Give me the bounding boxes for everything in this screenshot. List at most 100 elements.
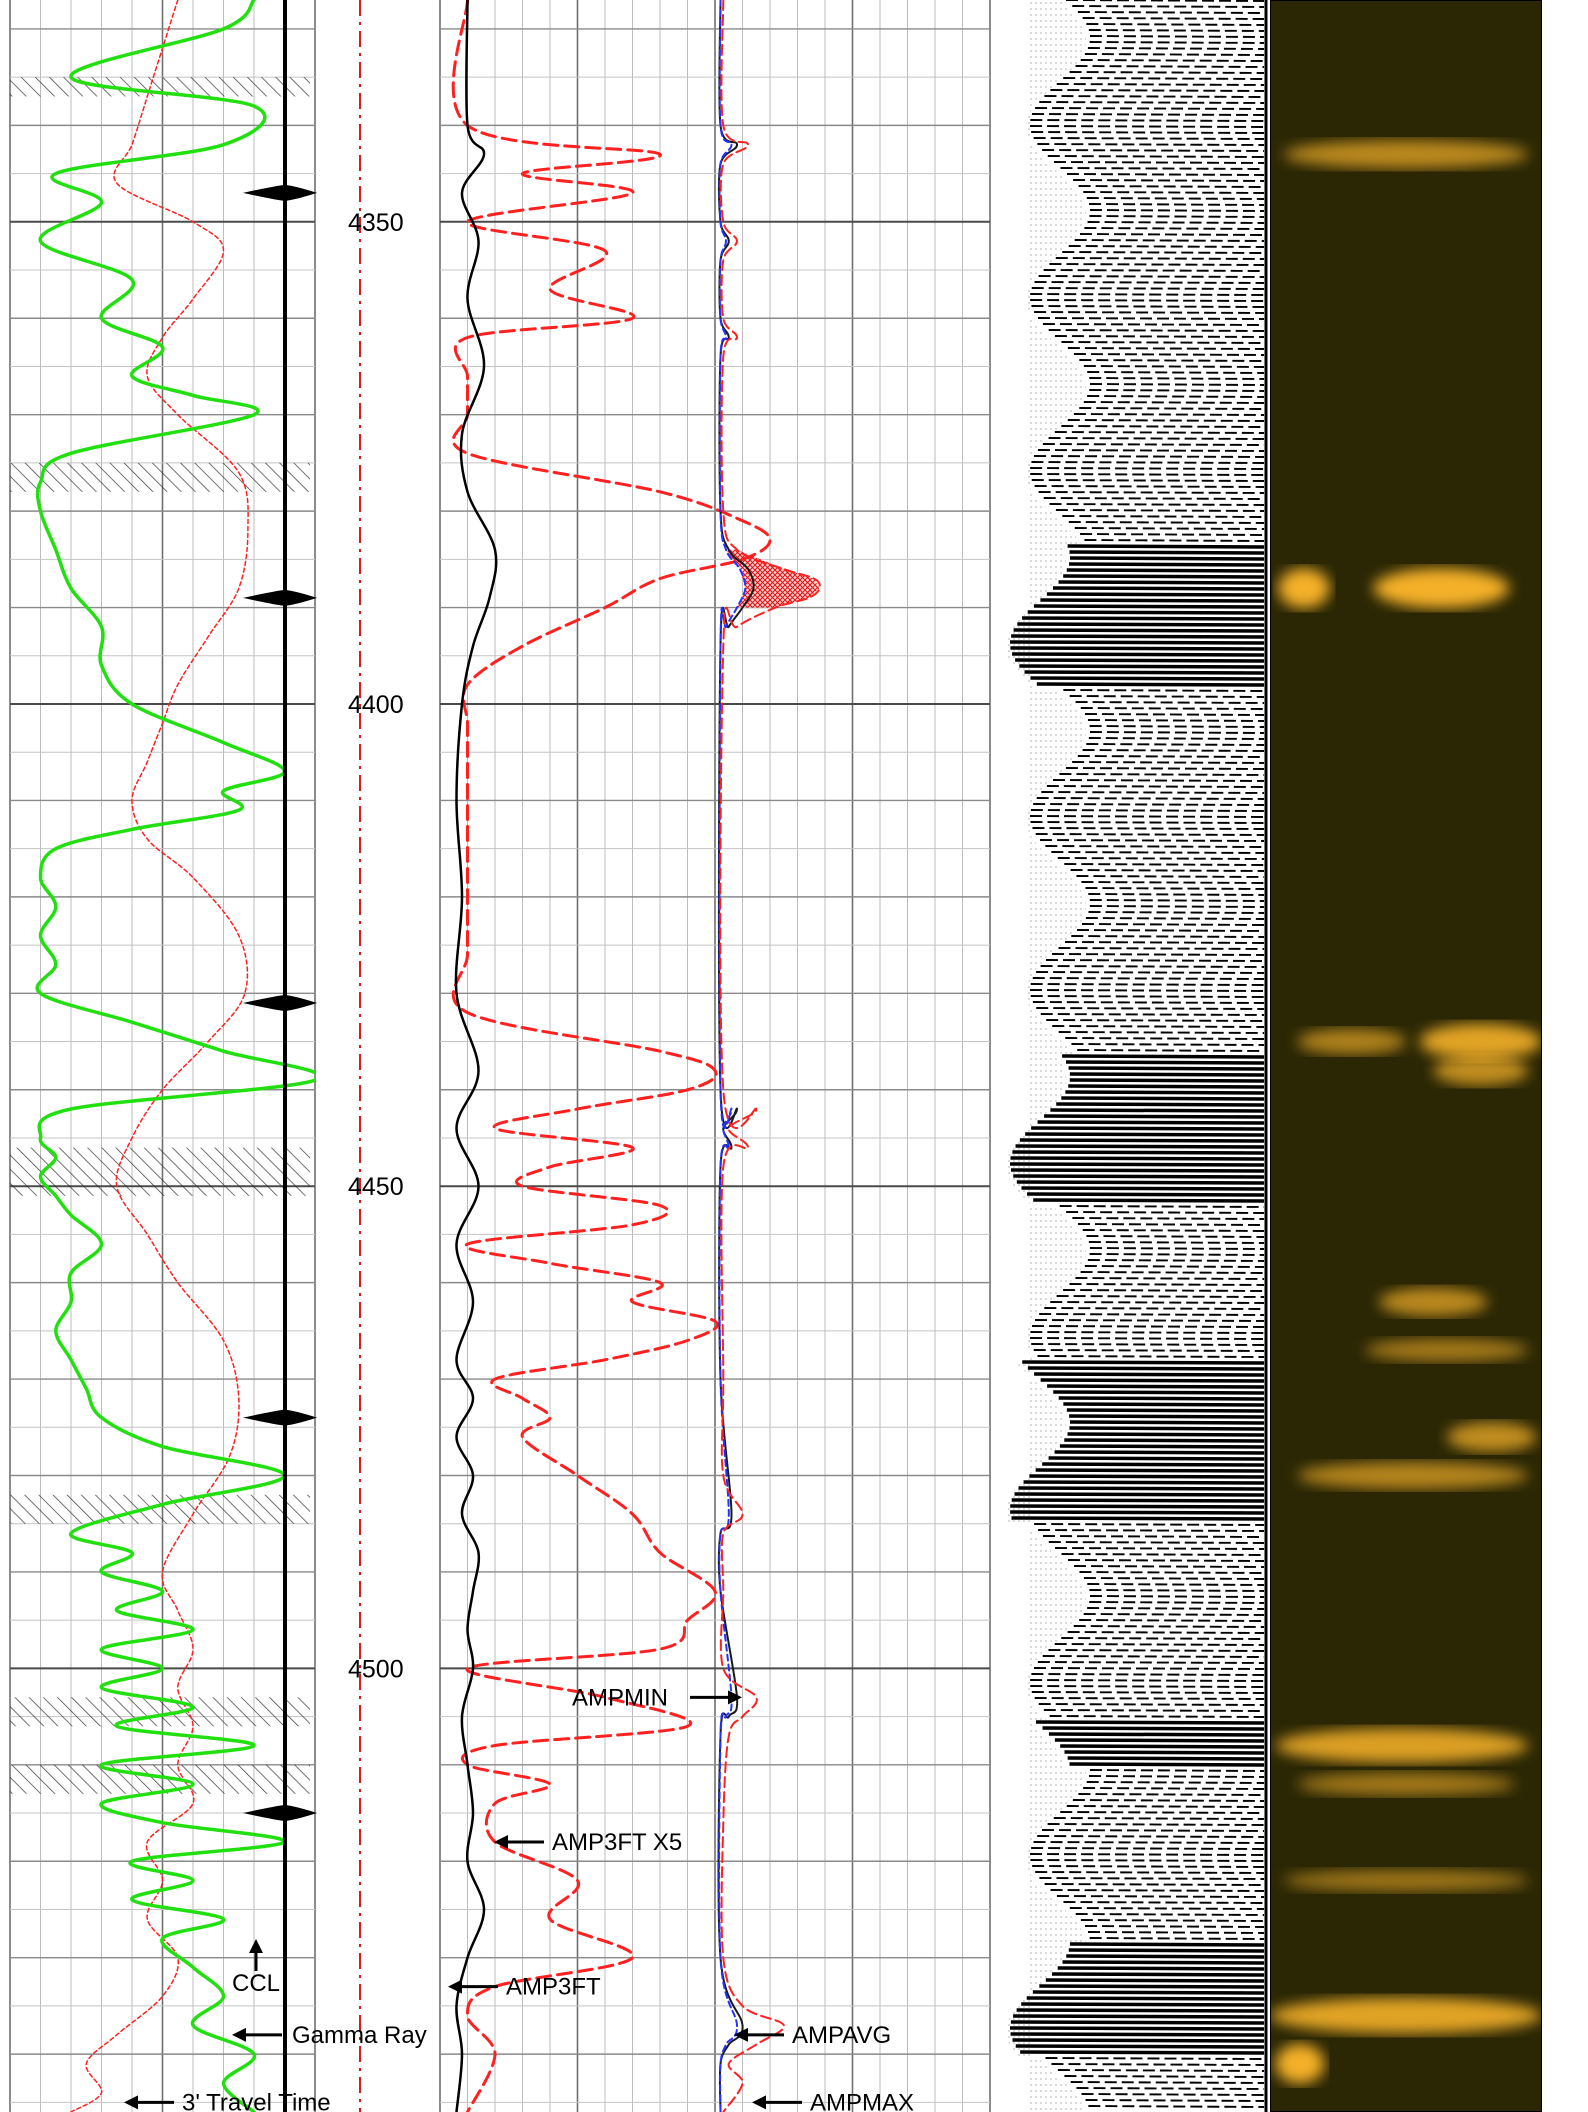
vdl-stripe	[1032, 827, 1265, 830]
vdl-stripe	[1039, 1313, 1265, 1316]
annotation-arrow-head	[124, 2095, 138, 2110]
vdl-stripe	[1042, 1655, 1265, 1658]
vdl-stripe	[1033, 1841, 1265, 1844]
vdl-stripe	[1089, 215, 1265, 218]
vdl-stripe	[1035, 1871, 1265, 1874]
vdl-stripe	[1031, 461, 1265, 464]
vdl-stripe	[1048, 1456, 1265, 1461]
vdl-stripe	[1089, 731, 1265, 734]
vdl-stripe	[1030, 1337, 1265, 1340]
vdl-stripe	[1020, 2050, 1265, 2055]
annotation-label: AMPMIN	[572, 1684, 668, 1711]
vdl-stripe	[1070, 2081, 1265, 2084]
vdl-stripe	[1030, 1853, 1265, 1856]
vdl-stripe	[1011, 634, 1265, 639]
vdl-stripe	[1082, 749, 1265, 752]
vdl-stripe	[1031, 1673, 1265, 1676]
vdl-stripe	[1086, 743, 1265, 746]
vdl-stripe	[1065, 1060, 1265, 1065]
vdl-stripe	[1060, 1744, 1265, 1749]
vdl-stripe	[1085, 2099, 1265, 2102]
vdl-stripe	[1064, 1438, 1265, 1443]
ccl-collar	[243, 184, 317, 201]
vdl-stripe	[1010, 1156, 1265, 1161]
vdl-stripe	[1038, 1529, 1265, 1532]
hatch-band	[10, 1697, 310, 1727]
image-log-spot	[1297, 1772, 1515, 1796]
vdl-stripe	[1030, 676, 1265, 681]
vdl-stripe	[1086, 23, 1265, 26]
vdl-stripe	[1088, 2105, 1265, 2108]
curve-amp3ft_x5	[451, 0, 772, 2112]
vdl-stripe	[1032, 113, 1265, 116]
vdl-stripe	[1089, 389, 1265, 392]
vdl-stripe	[1055, 1547, 1265, 1550]
vdl-stripe	[1016, 2008, 1265, 2013]
vdl-stripe	[1073, 1625, 1265, 1628]
vdl-stripe	[1056, 83, 1265, 86]
vdl-stripe	[1038, 1703, 1265, 1706]
vdl-stripe	[1080, 1919, 1265, 1922]
curve-annotations: CCL Gamma Ray 3' Travel Time AMP3FT X5 AMP3F…	[124, 1684, 914, 2112]
vdl-stripe	[1084, 53, 1265, 56]
vdl-stripe	[1031, 1691, 1265, 1694]
vdl-stripe	[1066, 0, 1265, 2]
vdl-stripe	[1050, 1301, 1265, 1304]
vdl-stripe	[1045, 845, 1265, 848]
vdl-stripe	[1083, 365, 1265, 368]
vdl-stripe	[1078, 185, 1265, 188]
vdl-stripe	[1069, 1426, 1265, 1431]
vdl-stripe	[1058, 1396, 1265, 1401]
vdl-stripe	[1032, 1001, 1265, 1004]
vdl-stripe	[1027, 1192, 1265, 1197]
vdl-stripe	[1084, 1265, 1265, 1268]
annotation-travel: 3' Travel Time	[124, 2089, 331, 2112]
vdl-stripe	[1027, 610, 1265, 615]
vdl-stripe	[1070, 869, 1265, 872]
vdl-stripe	[1053, 1817, 1265, 1820]
vdl-stripe	[1039, 1877, 1265, 1880]
vdl-stripe	[1035, 1720, 1265, 1725]
vdl-stripe	[1068, 1066, 1265, 1071]
vdl-stripe	[1056, 1295, 1265, 1298]
vdl-stripe	[1010, 2020, 1265, 2025]
vdl-stripe	[1058, 1031, 1265, 1034]
vdl-stripe	[1064, 1750, 1265, 1755]
vdl-stripe	[1069, 71, 1265, 74]
vdl-stripe	[1043, 269, 1265, 272]
vdl-stripe	[1042, 443, 1265, 446]
vdl-stripe	[1089, 899, 1265, 902]
vdl-stripe	[1045, 2057, 1265, 2060]
vdl-stripe	[1010, 1162, 1265, 1167]
vdl-stripe	[1012, 652, 1265, 657]
vdl-stripe	[1032, 977, 1265, 980]
vdl-stripe	[1088, 1241, 1265, 1244]
depth-label: 4500	[348, 1655, 404, 1683]
vdl-stripe	[1052, 953, 1265, 956]
image-log-spot	[1275, 1728, 1529, 1763]
vdl-stripe	[1013, 2014, 1265, 2019]
vdl-stripe	[1022, 616, 1265, 621]
vdl-stripe	[1033, 604, 1265, 609]
annotation-label: Gamma Ray	[292, 2022, 427, 2049]
vdl-stripe	[1069, 1762, 1265, 1767]
vdl-stripe	[1040, 839, 1265, 842]
vdl-stripe	[1086, 1235, 1265, 1238]
vdl-stripe	[1031, 1126, 1265, 1131]
vdl-stripe	[1053, 1390, 1265, 1395]
image-log-spot	[1297, 1028, 1406, 1055]
vdl-stripe	[1086, 197, 1265, 200]
vdl-stripe	[1035, 833, 1265, 836]
vdl-stripe	[1052, 1972, 1265, 1977]
log-curves	[35, 0, 821, 2112]
vdl-stripe	[1080, 233, 1265, 236]
vdl-stripe	[1044, 1114, 1265, 1119]
vdl-stripe	[1080, 533, 1265, 536]
vdl-stripe	[1089, 1589, 1265, 1592]
vdl-stripe	[1066, 1954, 1265, 1959]
vdl-stripe	[1059, 1205, 1265, 1208]
vdl-stripe	[1036, 971, 1265, 974]
vdl-stripe	[1037, 449, 1265, 452]
vdl-stripe	[1072, 761, 1265, 764]
vdl-stripe	[1043, 497, 1265, 500]
